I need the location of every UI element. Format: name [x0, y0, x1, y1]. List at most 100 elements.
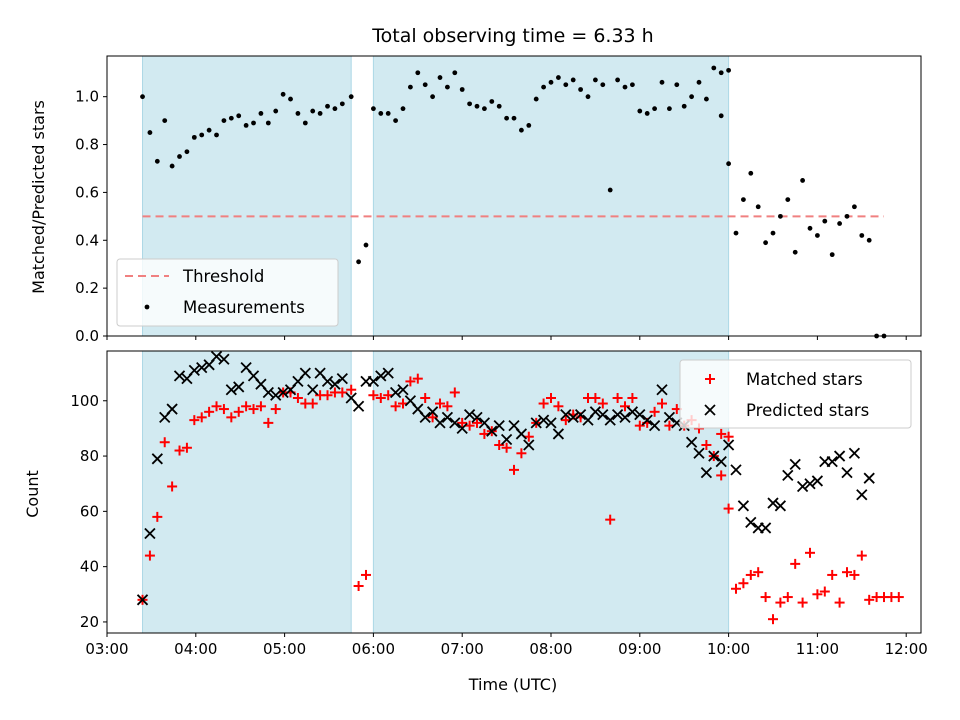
- measurement-point: [711, 65, 717, 71]
- predicted-star-marker-b: [478, 417, 491, 429]
- predicted-star-marker-b: [604, 414, 616, 426]
- matched-star-marker: [449, 387, 460, 398]
- measurement-point: [770, 230, 776, 236]
- legend-matched-label: Matched stars: [746, 370, 863, 389]
- bottom-panel: 20 40 60 80 100 03:00 04:00 05:00 06:00 07:00 08:0…: [70, 350, 928, 658]
- matched-star-marker: [620, 401, 630, 412]
- predicted-star-marker: [307, 384, 319, 396]
- predicted-star-marker-b: [759, 522, 772, 534]
- measurement-point: [511, 115, 517, 121]
- measurement-point: [644, 111, 650, 116]
- predicted-star-marker: [759, 522, 772, 534]
- bottom-y-tick-label: 40: [80, 558, 99, 576]
- top-legend: Threshold Measurements: [116, 258, 339, 327]
- predicted-star-marker-b: [530, 417, 542, 429]
- measurement-point: [348, 94, 354, 100]
- bottom-legend: Matched stars Predicted stars: [679, 359, 912, 429]
- measurement-point: [674, 82, 680, 88]
- measurement-point: [615, 77, 620, 83]
- x-tick-label: 08:00: [529, 640, 572, 658]
- measurement-point: [852, 204, 857, 210]
- matched-star-marker: [420, 393, 431, 403]
- measurement-point: [258, 111, 264, 116]
- predicted-star-marker: [262, 386, 274, 399]
- measurement-point: [667, 106, 672, 112]
- matched-star-marker: [864, 594, 875, 605]
- measurement-point: [184, 149, 190, 155]
- predicted-star-marker-b: [449, 417, 461, 429]
- measurement-point: [400, 106, 406, 112]
- predicted-star-marker-b: [277, 386, 289, 399]
- matched-star-marker: [805, 547, 815, 558]
- predicted-star-marker-b: [597, 408, 609, 421]
- measurement-point: [265, 120, 271, 126]
- measurement-point: [726, 161, 731, 167]
- measurement-point: [718, 70, 724, 76]
- top-y-tick-label: 0.0: [75, 327, 99, 345]
- matched-star-marker: [723, 503, 734, 514]
- top-y-tick-label: 0.8: [75, 136, 99, 154]
- matched-star-marker: [738, 578, 749, 589]
- predicted-star-marker-b: [708, 450, 720, 462]
- predicted-star-marker-b: [434, 417, 446, 429]
- measurement-point: [800, 178, 805, 183]
- bottom-legend-box: [679, 359, 912, 429]
- predicted-star-marker: [136, 594, 149, 606]
- predicted-star-marker-b: [404, 395, 417, 407]
- measurement-point: [519, 127, 524, 133]
- predicted-star-marker-b: [641, 414, 653, 426]
- matched-star-marker: [204, 406, 215, 417]
- measurement-point: [570, 77, 576, 83]
- predicted-star-marker: [685, 436, 698, 448]
- predicted-star-marker-b: [648, 420, 661, 432]
- bottom-y-tick-label: 80: [80, 447, 99, 465]
- predicted-star-marker-b: [262, 386, 274, 399]
- legend-predicted-swatch-b: [704, 404, 716, 416]
- measurement-point: [422, 82, 428, 88]
- measurement-point: [718, 113, 724, 119]
- predicted-star-marker-b: [233, 381, 245, 393]
- predicted-star-marker: [774, 500, 787, 512]
- predicted-star-marker-b: [375, 370, 387, 382]
- measurement-point: [339, 101, 345, 107]
- predicted-star-marker: [426, 406, 439, 418]
- predicted-star-marker: [604, 414, 616, 426]
- matched-star-marker: [657, 398, 667, 409]
- predicted-star-marker: [589, 406, 602, 418]
- predicted-star-marker-b: [811, 475, 824, 487]
- measurement-point: [763, 240, 768, 246]
- predicted-star-marker-b: [545, 417, 557, 429]
- measurement-point: [437, 75, 443, 80]
- predicted-star-marker-b: [634, 408, 646, 421]
- measurement-point: [696, 79, 702, 85]
- predicted-star-marker-b: [210, 350, 223, 363]
- matched-star-marker: [856, 550, 867, 561]
- predicted-star-marker-b: [841, 467, 853, 479]
- predicted-star-marker-b: [456, 422, 468, 435]
- predicted-star-marker: [367, 375, 380, 388]
- predicted-star-marker: [321, 375, 334, 388]
- matched-star-marker: [159, 437, 170, 448]
- matched-star-marker: [442, 401, 453, 412]
- measurement-point: [704, 96, 709, 102]
- legend-matched-swatch: [705, 374, 715, 384]
- measurement-point: [243, 123, 249, 128]
- predicted-star-marker-b: [352, 400, 365, 412]
- measurement-point: [221, 118, 227, 124]
- predicted-star-marker-b: [567, 411, 579, 423]
- predicted-star-marker: [722, 439, 735, 451]
- predicted-star-marker: [619, 411, 631, 423]
- legend-predicted-label: Predicted stars: [746, 401, 869, 420]
- predicted-star-marker: [188, 364, 200, 376]
- measurement-point: [385, 111, 391, 116]
- predicted-star-marker: [700, 467, 713, 479]
- x-tick-label: 04:00: [174, 640, 217, 658]
- bottom-y-tick-label: 60: [80, 502, 99, 520]
- predicted-star-marker-b: [663, 411, 676, 423]
- predicted-star-marker: [463, 408, 476, 421]
- matched-star-marker: [782, 592, 793, 603]
- matched-star-marker: [292, 393, 303, 403]
- predicted-star-marker-b: [863, 472, 875, 484]
- matched-star-marker: [501, 442, 512, 453]
